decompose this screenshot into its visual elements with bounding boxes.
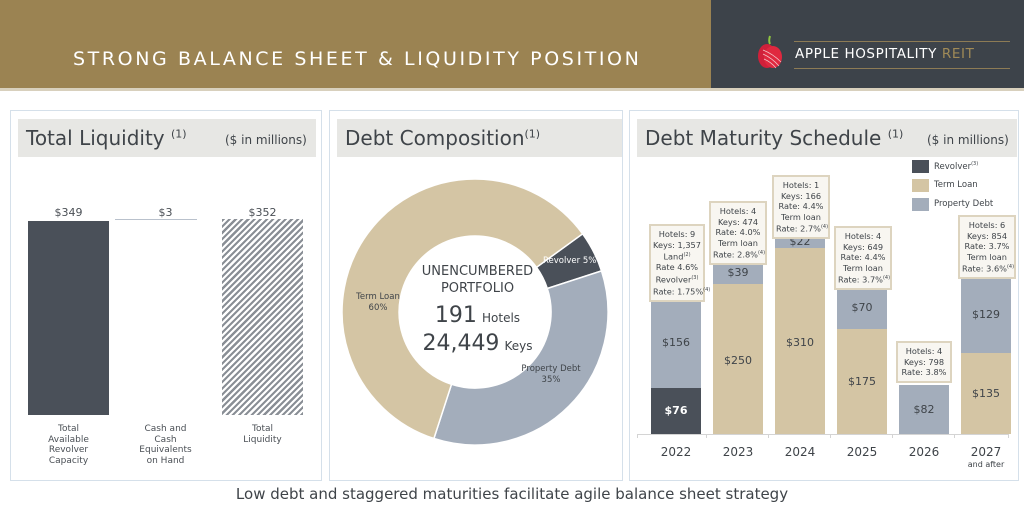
donut-chart [342, 179, 608, 445]
total-liquidity-panel: Total Liquidity (1) ($ in millions) $349… [10, 110, 322, 481]
maturity-callout-2022: Hotels: 9 Keys: 1,357 Land(2) Rate 4.6% Revo… [649, 224, 710, 303]
panel-title: Debt Maturity Schedule (1) [645, 126, 904, 150]
bar-segment-term-2025: $175 [837, 329, 887, 434]
panel-title: Debt Composition(1) [345, 126, 541, 150]
maturity-callout-2023: Hotels: 4 Keys: 474 Rate: 4.0% Term loan Rat… [709, 201, 767, 266]
logo-rule-bottom [794, 68, 1010, 69]
hotels-count: 191 Hotels [434, 303, 521, 328]
center-line-2: PORTFOLIO [440, 281, 515, 296]
maturity-callout-2025: Hotels: 4 Keys: 649 Rate: 4.4% Term loan Rat… [834, 226, 892, 291]
axis-tick [637, 434, 638, 438]
apple-icon [758, 35, 782, 69]
slice-property-debt [432, 269, 608, 445]
slice-label-revolver: Revolver 5% [543, 256, 597, 266]
footer-tagline: Low debt and staggered maturities facili… [235, 485, 789, 503]
panel-title: Total Liquidity (1) [26, 126, 187, 150]
center-line-1: UNENCUMBERED [421, 264, 534, 279]
bar-segment-property-2023: $39 [713, 262, 763, 284]
header-logo-band: APPLE HOSPITALITY REIT [711, 0, 1024, 88]
logo-text: APPLE HOSPITALITY REIT [795, 46, 975, 62]
keys-count: 24,449 Keys [422, 331, 533, 356]
company-logo: APPLE HOSPITALITY REIT [757, 32, 1010, 76]
bar-segment-revolver-2022: $76 [651, 388, 701, 434]
axis-tick [768, 434, 769, 438]
panel-unit: ($ in millions) [927, 133, 1009, 147]
bar-segment-term-2024: $310 [775, 248, 825, 434]
logo-rule-top [794, 41, 1010, 42]
bar-segment-property-2025: $70 [837, 287, 887, 329]
bar-segment-property-2027: $129 [961, 276, 1011, 353]
x-tick-label: 2026 [908, 445, 940, 459]
slice-label-property-debt: Property Debt 35% [521, 364, 581, 385]
x-tick-label: 2025 [846, 445, 878, 459]
legend-swatch [912, 179, 929, 192]
page-title: STRONG BALANCE SHEET & LIQUIDITY POSITIO… [73, 48, 642, 70]
x-tick-label: 2024 [784, 445, 816, 459]
axis-tick [1008, 434, 1009, 438]
bar-segment-term-2023: $250 [713, 284, 763, 434]
bar-value-label: $352 [248, 206, 277, 219]
x-tick-sublabel: and after [967, 460, 1005, 469]
panel-header: Debt Maturity Schedule (1) ($ in million… [637, 119, 1017, 157]
maturity-callout-2024: Hotels: 1 Keys: 166 Rate: 4.4% Term loan Rat… [772, 175, 830, 240]
x-tick-label: 2023 [722, 445, 754, 459]
bar-segment-term-2027: $135 [961, 353, 1011, 434]
slice-term-loan [342, 179, 584, 440]
x-tick-label: 2022 [660, 445, 692, 459]
category-label: Total Available Revolver Capacity [48, 424, 89, 466]
panel-header: Total Liquidity (1) ($ in millions) [18, 119, 316, 157]
maturity-callout-2027: Hotels: 6 Keys: 854 Rate: 3.7% Term loan Rat… [958, 215, 1016, 280]
panel-unit: ($ in millions) [225, 133, 307, 147]
header-banner: STRONG BALANCE SHEET & LIQUIDITY POSITIO… [0, 0, 1024, 91]
x-tick-label: 2027 [970, 445, 1002, 459]
category-label: Cash and Cash Equivalents on Hand [139, 424, 192, 466]
bar-total-liquidity [222, 219, 303, 415]
debt-maturity-panel: Debt Maturity Schedule (1) ($ in million… [629, 110, 1019, 481]
x-axis-line [637, 434, 1009, 435]
axis-tick [892, 434, 893, 438]
bar-revolver-capacity [28, 221, 109, 415]
bar-segment-property-2026: $82 [899, 385, 949, 434]
donut-center-text: UNENCUMBERED PORTFOLIO 191 Hotels 24,449… [410, 263, 545, 359]
axis-tick [954, 434, 955, 438]
axis-tick [706, 434, 707, 438]
category-label: Total Liquidity [243, 424, 282, 445]
header-underline [0, 88, 1024, 91]
axis-tick [830, 434, 831, 438]
slice-label-term-loan: Term Loan 60% [356, 292, 400, 313]
legend-swatch [912, 198, 929, 211]
maturity-callout-2026: Hotels: 4 Keys: 798 Rate: 3.8% [896, 341, 952, 383]
legend-swatch [912, 160, 929, 173]
bar-value-label: $349 [54, 206, 83, 219]
bar-segment-property-2022: $156 [651, 296, 701, 388]
panel-header: Debt Composition(1) [337, 119, 622, 157]
debt-composition-panel: Debt Composition(1) Term Loan 60% Revolve… [329, 110, 623, 481]
bar-cash [115, 219, 197, 220]
header-gold-band: STRONG BALANCE SHEET & LIQUIDITY POSITIO… [0, 0, 711, 88]
bar-value-label: $3 [158, 206, 173, 219]
